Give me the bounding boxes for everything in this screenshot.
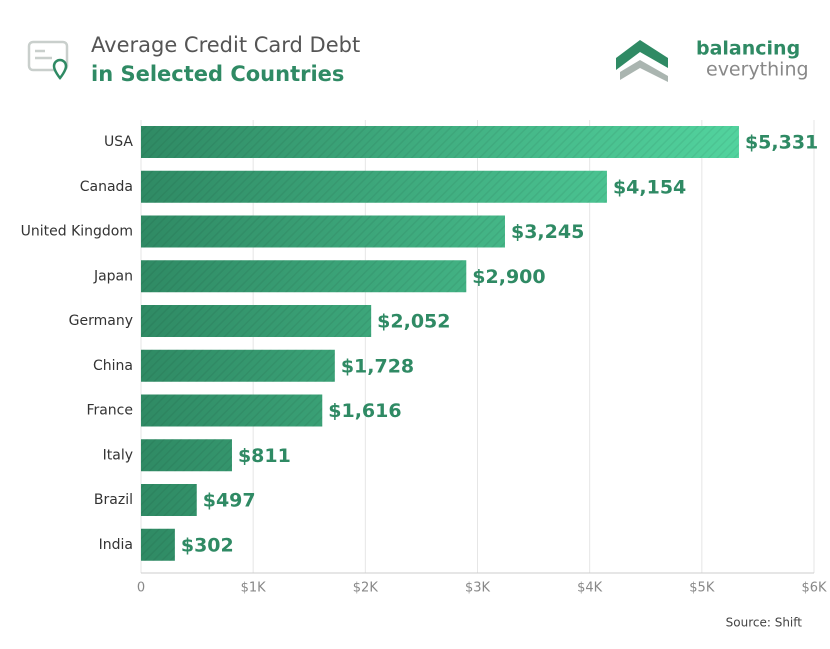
value-label: $4,154 xyxy=(613,176,686,198)
y-tick-label: China xyxy=(93,358,133,374)
chart-subtitle: in Selected Countries xyxy=(91,62,344,86)
x-tick-label: $5K xyxy=(689,581,715,596)
y-tick-label: India xyxy=(99,537,133,553)
x-tick-label: $2K xyxy=(353,581,379,596)
value-label: $3,245 xyxy=(511,221,584,243)
value-label: $1,616 xyxy=(328,400,401,422)
value-label: $2,900 xyxy=(472,266,545,288)
value-label: $302 xyxy=(181,534,234,556)
bar-texture xyxy=(141,439,232,472)
bar-texture xyxy=(141,528,175,561)
bar-texture xyxy=(141,305,372,337)
chart-title: Average Credit Card Debt xyxy=(91,33,360,57)
bar-texture xyxy=(141,349,335,382)
x-tick-label: $4K xyxy=(577,581,603,596)
value-label: $1,728 xyxy=(341,355,414,377)
y-tick-label: USA xyxy=(104,134,133,150)
x-tick-label: $1K xyxy=(241,581,267,596)
bar-texture xyxy=(141,215,505,248)
y-tick-label: Canada xyxy=(80,179,133,195)
y-tick-label: Italy xyxy=(103,447,133,463)
x-tick-label: $3K xyxy=(465,581,491,596)
bar-texture xyxy=(141,126,739,158)
bar-texture xyxy=(141,484,197,516)
logo-icon xyxy=(616,40,668,82)
y-tick-label: Germany xyxy=(69,313,133,329)
value-label: $2,052 xyxy=(377,311,450,333)
logo-text: balancing xyxy=(696,38,800,60)
x-tick-label: 0 xyxy=(137,581,145,596)
bar-texture xyxy=(141,394,323,427)
y-tick-label: Japan xyxy=(93,268,133,284)
y-tick-label: France xyxy=(86,403,133,419)
value-label: $497 xyxy=(203,490,256,512)
x-tick-label: $6K xyxy=(801,581,827,596)
bar-texture xyxy=(141,260,467,293)
value-label: $5,331 xyxy=(745,132,818,154)
source: Source: Shift xyxy=(726,616,803,630)
y-tick-label: Brazil xyxy=(94,492,133,508)
bar-texture xyxy=(141,170,607,203)
header-icon xyxy=(27,40,69,80)
value-label: $811 xyxy=(238,445,291,467)
y-tick-label: United Kingdom xyxy=(21,224,133,240)
logo-text: everything xyxy=(706,59,809,81)
